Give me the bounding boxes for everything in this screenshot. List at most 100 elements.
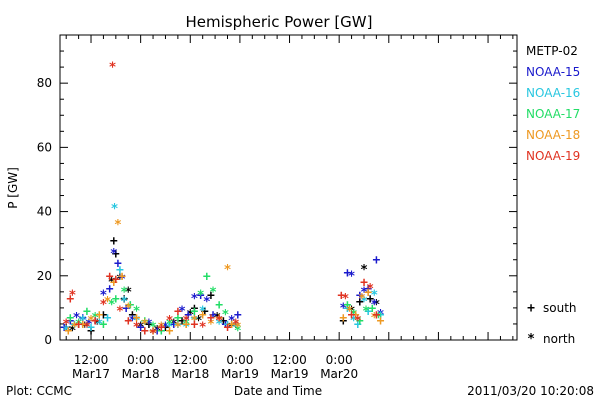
data-point-noaa-15-north: * [100, 289, 108, 304]
data-point-noaa-16-south: + [71, 317, 79, 332]
data-point-noaa-19-south: + [75, 317, 83, 332]
data-point-noaa-18-north: * [174, 321, 182, 336]
data-point-noaa-18-north: * [124, 301, 132, 316]
data-point-noaa-15-north: * [370, 298, 378, 313]
data-point-noaa-18-south: + [182, 317, 190, 332]
data-point-noaa-18-north: * [114, 218, 122, 233]
data-point-noaa-17-north: * [108, 298, 116, 313]
data-point-noaa-15-south: + [209, 308, 217, 323]
y-axis-label: P [GW] [6, 167, 20, 209]
data-point-noaa-16-north: * [199, 305, 207, 320]
data-point-metp-02-south: + [232, 317, 240, 332]
data-points: +*+*+*+*++*+*+* + * + * + *+*++*+ *+ +*+*+*++*+*… [60, 61, 384, 342]
data-point-noaa-19-south: + [141, 324, 149, 339]
data-point-noaa-15-south: + [197, 289, 205, 304]
data-point-noaa-19-north: * [354, 314, 362, 329]
data-point-noaa-16-north: * [370, 289, 378, 304]
data-point-metp-02-south: + [201, 305, 209, 320]
data-point-metp-02-south: + [366, 292, 374, 307]
data-point-noaa-17-south: + [356, 314, 364, 329]
data-point-noaa-18-north: * [224, 263, 232, 278]
data-point-noaa-16-south: + [116, 263, 124, 278]
data-point-noaa-16-south: + [190, 311, 198, 326]
legend-entry-noaa-18: NOAA-18 [526, 128, 580, 142]
data-point-noaa-19-north: * [366, 282, 374, 297]
data-point-metp-02-north: * [213, 311, 221, 326]
data-point-noaa-16-south: + [377, 308, 385, 323]
data-point-metp-02-south: + [62, 321, 70, 336]
x-tick-label-time: 0:00 [326, 353, 353, 367]
y-tick-label: 80 [37, 76, 52, 90]
data-point-noaa-17-north: * [222, 308, 230, 323]
data-point-noaa-17-south: + [112, 292, 120, 307]
data-point-noaa-16-north: * [360, 295, 368, 310]
data-point-metp-02-north: * [170, 317, 178, 332]
data-point-noaa-15-north: * [215, 314, 223, 329]
data-point-noaa-19-south: + [372, 308, 380, 323]
x-tick-label-date: Mar17 [72, 367, 110, 381]
data-point-noaa-15-north: * [203, 295, 211, 310]
data-point-metp-02-south: + [75, 317, 83, 332]
y-tick-label: 0 [44, 333, 52, 347]
data-point-noaa-17-north: * [234, 324, 242, 339]
data-point-noaa-18-south: + [79, 317, 87, 332]
data-point-noaa-16-north: * [350, 314, 358, 329]
data-point-metp-02-north: * [372, 298, 380, 313]
data-point-noaa-15-north: * [118, 273, 126, 288]
data-point-noaa-18-south: + [228, 317, 236, 332]
x-axis-ticks: 12:00Mar170:00Mar1812:00Mar180:00Mar1912… [65, 35, 514, 381]
data-point-noaa-17-north: * [166, 317, 174, 332]
data-point-noaa-18-south: + [339, 311, 347, 326]
data-point-metp-02-north: * [195, 314, 203, 329]
plot-frame [59, 34, 518, 341]
x-tick-label-date: Mar18 [122, 367, 160, 381]
data-point-noaa-19-north: * [341, 292, 349, 307]
data-point-noaa-18-south: + [166, 324, 174, 339]
data-point-noaa-16-south: + [344, 301, 352, 316]
x-tick-label-time: 0:00 [127, 353, 154, 367]
data-point-noaa-19-north: * [215, 314, 223, 329]
data-point-noaa-17-north: * [350, 308, 358, 323]
data-point-noaa-15-north: * [145, 317, 153, 332]
data-point-noaa-17-south: + [66, 311, 74, 326]
data-point-noaa-15-south: + [153, 324, 161, 339]
data-point-metp-02-north: * [360, 263, 368, 278]
y-axis-ticks: 0 20 40 60 80 [37, 34, 517, 347]
data-point-noaa-16-north: * [232, 321, 240, 336]
data-point-noaa-17-south: + [190, 305, 198, 320]
data-point-noaa-18-south: + [133, 311, 141, 326]
data-point-noaa-15-north: * [348, 269, 356, 284]
data-point-noaa-17-north: * [91, 311, 99, 326]
data-point-noaa-18-south: + [64, 324, 72, 339]
data-point-noaa-16-south: + [87, 321, 95, 336]
x-tick-label-date: Mar19 [221, 367, 259, 381]
data-point-noaa-19-south: + [124, 314, 132, 329]
south-marker-icon: + [527, 301, 535, 316]
data-point-noaa-15-south: + [60, 321, 68, 336]
data-point-noaa-17-south: + [174, 311, 182, 326]
data-point-noaa-15-north: * [228, 314, 236, 329]
data-point-noaa-18-south: + [118, 269, 126, 284]
data-point-noaa-15-north: * [73, 311, 81, 326]
north-symbol-label: north [543, 332, 575, 346]
data-point-noaa-18-north: * [87, 314, 95, 329]
legend-entry-noaa-17: NOAA-17 [526, 107, 580, 121]
data-point-noaa-15-south: + [234, 308, 242, 323]
data-point-noaa-16-south: + [104, 311, 112, 326]
data-point-noaa-19-north: * [149, 327, 157, 342]
data-point-metp-02-south: + [87, 324, 95, 339]
data-point-noaa-16-south: + [207, 311, 215, 326]
data-point-noaa-15-north: * [339, 301, 347, 316]
data-point-noaa-18-south: + [149, 324, 157, 339]
data-point-noaa-17-south: + [228, 317, 236, 332]
data-point-noaa-18-north: * [370, 311, 378, 326]
data-point-noaa-19-north: * [68, 289, 76, 304]
x-tick-label-date: Mar19 [271, 367, 309, 381]
data-point-noaa-19-south: + [348, 308, 356, 323]
data-point-noaa-18-north: * [234, 321, 242, 336]
data-point-noaa-16-south: + [141, 324, 149, 339]
data-point-metp-02-south: + [356, 295, 364, 310]
data-point-noaa-18-south: + [215, 311, 223, 326]
data-point-noaa-17-south: + [203, 269, 211, 284]
data-point-noaa-16-south: + [354, 317, 362, 332]
